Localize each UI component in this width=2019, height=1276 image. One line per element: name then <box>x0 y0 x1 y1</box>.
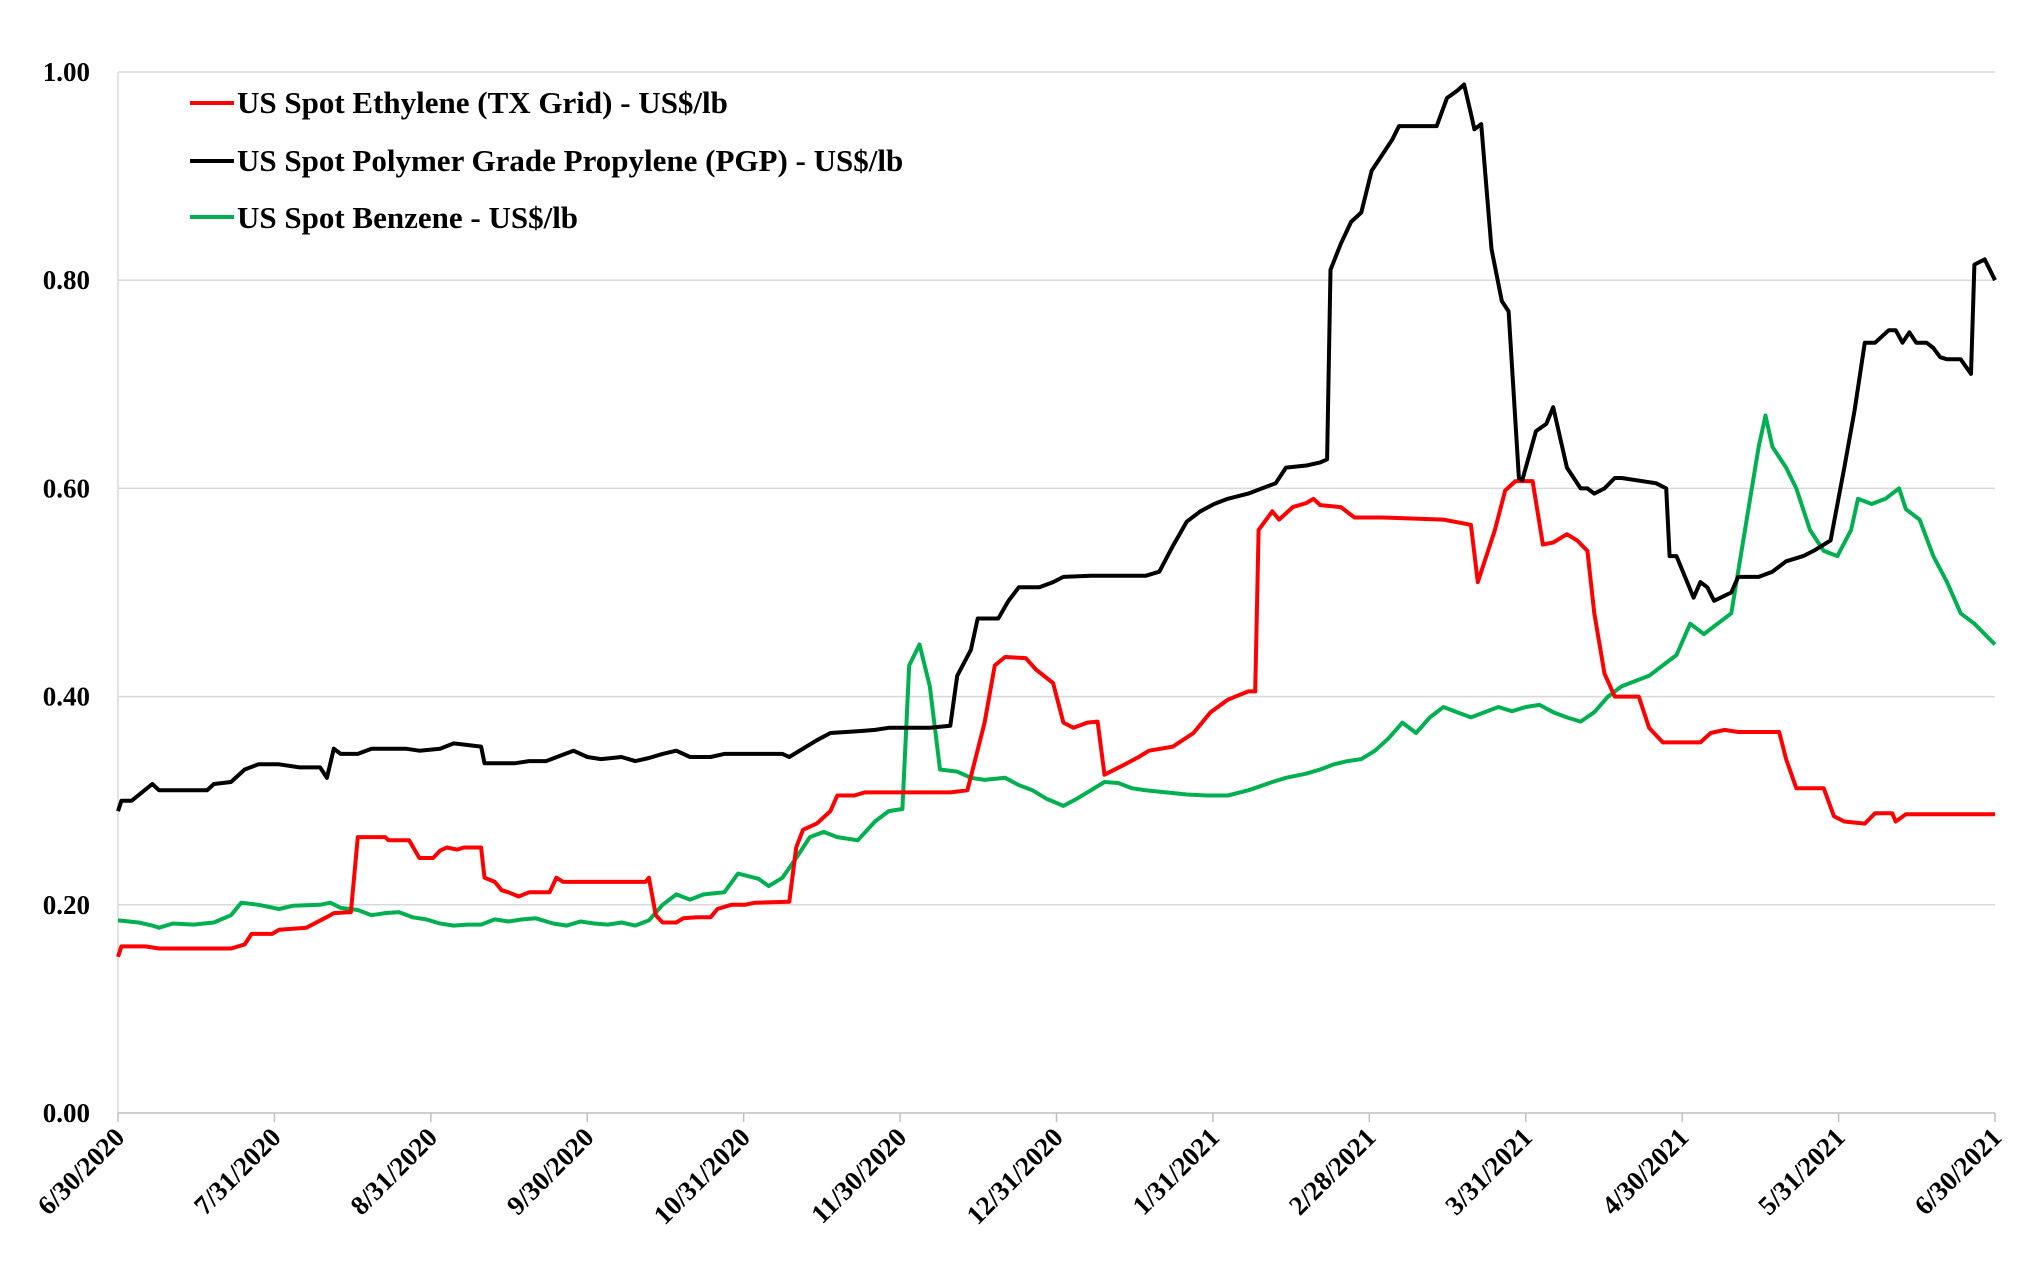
legend-item-benzene: US Spot Benzene - US$/lb <box>190 200 578 235</box>
y-tick-label: 0.60 <box>43 473 90 503</box>
y-tick-label: 0.20 <box>43 890 90 920</box>
x-tick-label: 11/30/2020 <box>805 1122 912 1229</box>
series-lines <box>116 82 1997 958</box>
y-tick-label: 0.00 <box>43 1098 90 1128</box>
gridlines <box>118 71 1995 906</box>
x-tick-label: 3/31/2021 <box>1439 1122 1538 1221</box>
legend: US Spot Ethylene (TX Grid) - US$/lb US S… <box>190 85 903 235</box>
legend-label-benzene: US Spot Benzene - US$/lb <box>237 200 578 235</box>
axes <box>117 72 1996 1122</box>
y-tick-label: 0.40 <box>43 682 90 712</box>
x-tick-label: 9/30/2020 <box>501 1122 600 1221</box>
x-tick-label: 5/31/2021 <box>1752 1122 1851 1221</box>
y-tick-label: 0.80 <box>43 265 90 295</box>
x-tick-label: 6/30/2021 <box>1909 1122 2008 1221</box>
x-axis-ticks: 6/30/2020 7/31/2020 8/31/2020 9/30/2020 10/3… <box>32 1122 2008 1230</box>
x-tick-label: 8/31/2020 <box>344 1122 443 1221</box>
x-tick-label: 1/31/2021 <box>1127 1122 1226 1221</box>
x-tick-label: 10/31/2020 <box>648 1122 756 1230</box>
legend-label-propylene: US Spot Polymer Grade Propylene (PGP) - … <box>237 143 903 178</box>
legend-label-ethylene: US Spot Ethylene (TX Grid) - US$/lb <box>237 85 728 120</box>
x-tick-label: 6/30/2020 <box>32 1122 131 1221</box>
x-tick-label: 12/31/2020 <box>961 1122 1069 1230</box>
series-line <box>116 479 1995 958</box>
legend-item-propylene: US Spot Polymer Grade Propylene (PGP) - … <box>190 143 903 178</box>
series-line <box>117 413 1997 930</box>
legend-item-ethylene: US Spot Ethylene (TX Grid) - US$/lb <box>190 85 728 120</box>
x-tick-label: 2/28/2021 <box>1283 1122 1382 1221</box>
y-tick-label: 1.00 <box>43 57 90 87</box>
x-tick-label: 4/30/2021 <box>1596 1122 1695 1221</box>
y-axis-ticks: 0.00 0.20 0.40 0.60 0.80 1.00 <box>43 57 90 1128</box>
x-tick-label: 7/31/2020 <box>188 1122 287 1221</box>
series-line <box>116 82 1997 812</box>
